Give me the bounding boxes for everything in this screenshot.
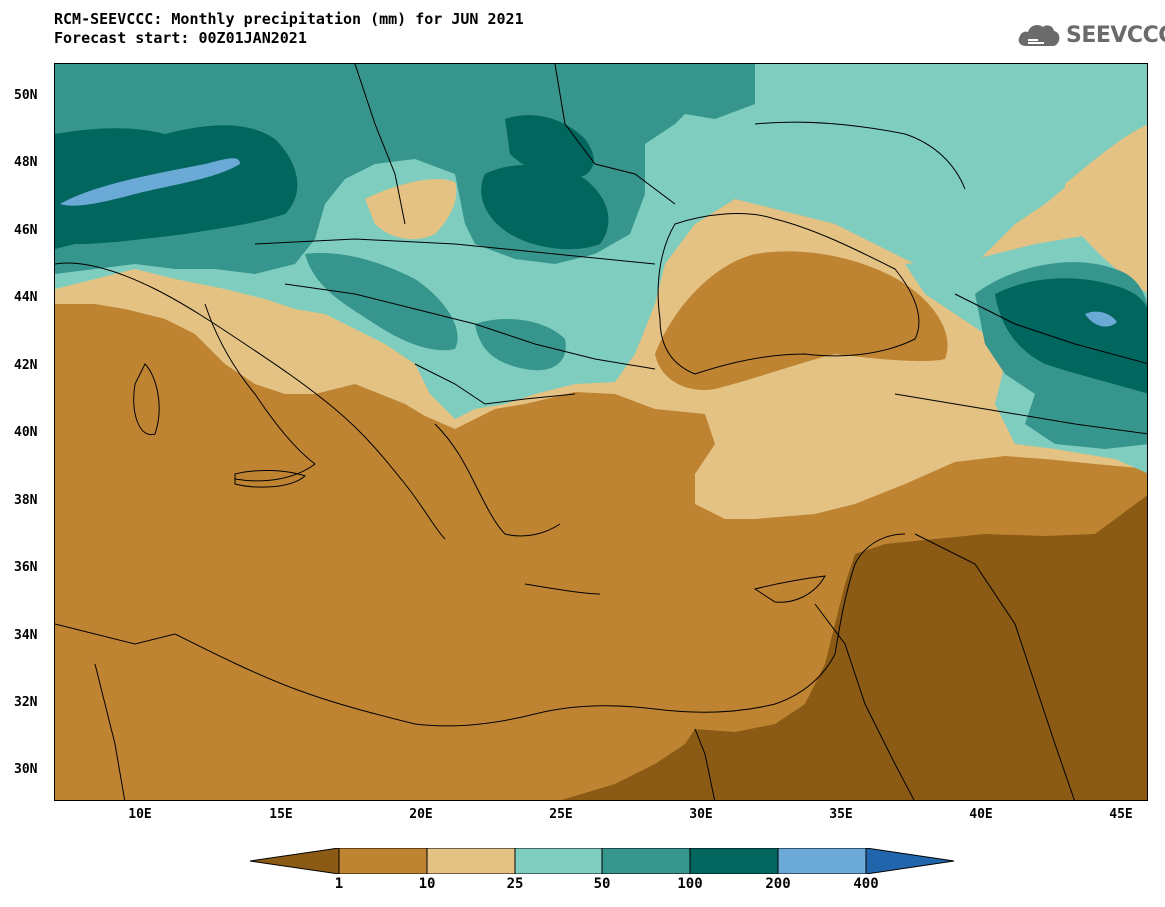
lon-tick: 40E (969, 807, 993, 822)
lat-tick: 46N (14, 223, 38, 238)
colorbar (250, 848, 955, 874)
lat-tick: 30N (14, 762, 38, 777)
colorbar-segment (865, 848, 955, 874)
forecast-start: Forecast start: 00Z01JAN2021 (54, 29, 307, 47)
precipitation-map (54, 63, 1148, 801)
logo-text: SEEVCCC (1066, 22, 1165, 48)
lon-tick: 30E (689, 807, 713, 822)
region-100-200mm-north (655, 64, 755, 119)
map-title: RCM-SEEVCCC: Monthly precipitation (mm) … (54, 10, 524, 28)
lon-tick: 10E (128, 807, 152, 822)
colorbar-segment (426, 848, 516, 874)
region-10-25mm-italy (55, 314, 315, 444)
coastlines (55, 64, 1147, 800)
colorbar-label: 200 (765, 876, 791, 892)
region-200-400mm-carpathians-north (505, 115, 594, 179)
colorbar-segment (689, 848, 779, 874)
region-400mm-alps (60, 158, 240, 206)
region-200-400mm-carpathians (481, 164, 609, 250)
colorbar-segment (338, 848, 428, 874)
colorbar-segment (601, 848, 691, 874)
colorbar-label: 25 (506, 876, 524, 892)
lat-tick: 34N (14, 628, 38, 643)
region-200-400mm-caucasus (995, 278, 1147, 394)
lat-tick: 42N (14, 358, 38, 373)
map-title-block: RCM-SEEVCCC: Monthly precipitation (mm) … (54, 10, 524, 48)
lon-tick: 20E (409, 807, 433, 822)
colorbar-label: 400 (853, 876, 879, 892)
seevccc-logo: SEEVCCC (1016, 20, 1165, 50)
colorbar-label: 10 (418, 876, 436, 892)
lon-tick: 35E (829, 807, 853, 822)
lat-tick: 36N (14, 560, 38, 575)
region-100-200mm-dinarides (305, 253, 458, 351)
lon-tick: 25E (549, 807, 573, 822)
colorbar-label: 100 (677, 876, 703, 892)
region-10-25mm-blacksea (655, 251, 948, 390)
colorbar-segment (777, 848, 867, 874)
region-25-50mm-ukraine (1065, 124, 1147, 293)
lat-tick: 40N (14, 425, 38, 440)
colorbar-segment (250, 848, 340, 874)
colorbar-label: 1 (334, 876, 344, 892)
region-25-50mm-hungary (365, 179, 457, 240)
cloud-icon (1018, 24, 1060, 46)
lat-tick: 48N (14, 155, 38, 170)
lon-tick: 45E (1109, 807, 1133, 822)
lon-tick: 15E (269, 807, 293, 822)
lat-tick: 50N (14, 88, 38, 103)
colorbar-label: 50 (593, 876, 611, 892)
region-200-400mm (55, 125, 298, 249)
lat-tick: 44N (14, 290, 38, 305)
lat-tick: 32N (14, 695, 38, 710)
lat-tick: 38N (14, 493, 38, 508)
map-canvas (55, 64, 1147, 800)
region-400mm-caucasus (1085, 311, 1117, 327)
colorbar-segment (514, 848, 603, 874)
